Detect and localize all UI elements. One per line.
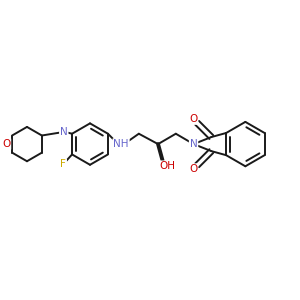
Text: F: F — [60, 160, 66, 170]
Text: N: N — [190, 139, 197, 149]
Text: O: O — [189, 114, 197, 124]
Text: OH: OH — [159, 161, 175, 171]
Text: O: O — [189, 164, 197, 174]
Text: NH: NH — [113, 139, 129, 149]
Text: O: O — [2, 139, 10, 149]
Text: N: N — [60, 127, 68, 137]
